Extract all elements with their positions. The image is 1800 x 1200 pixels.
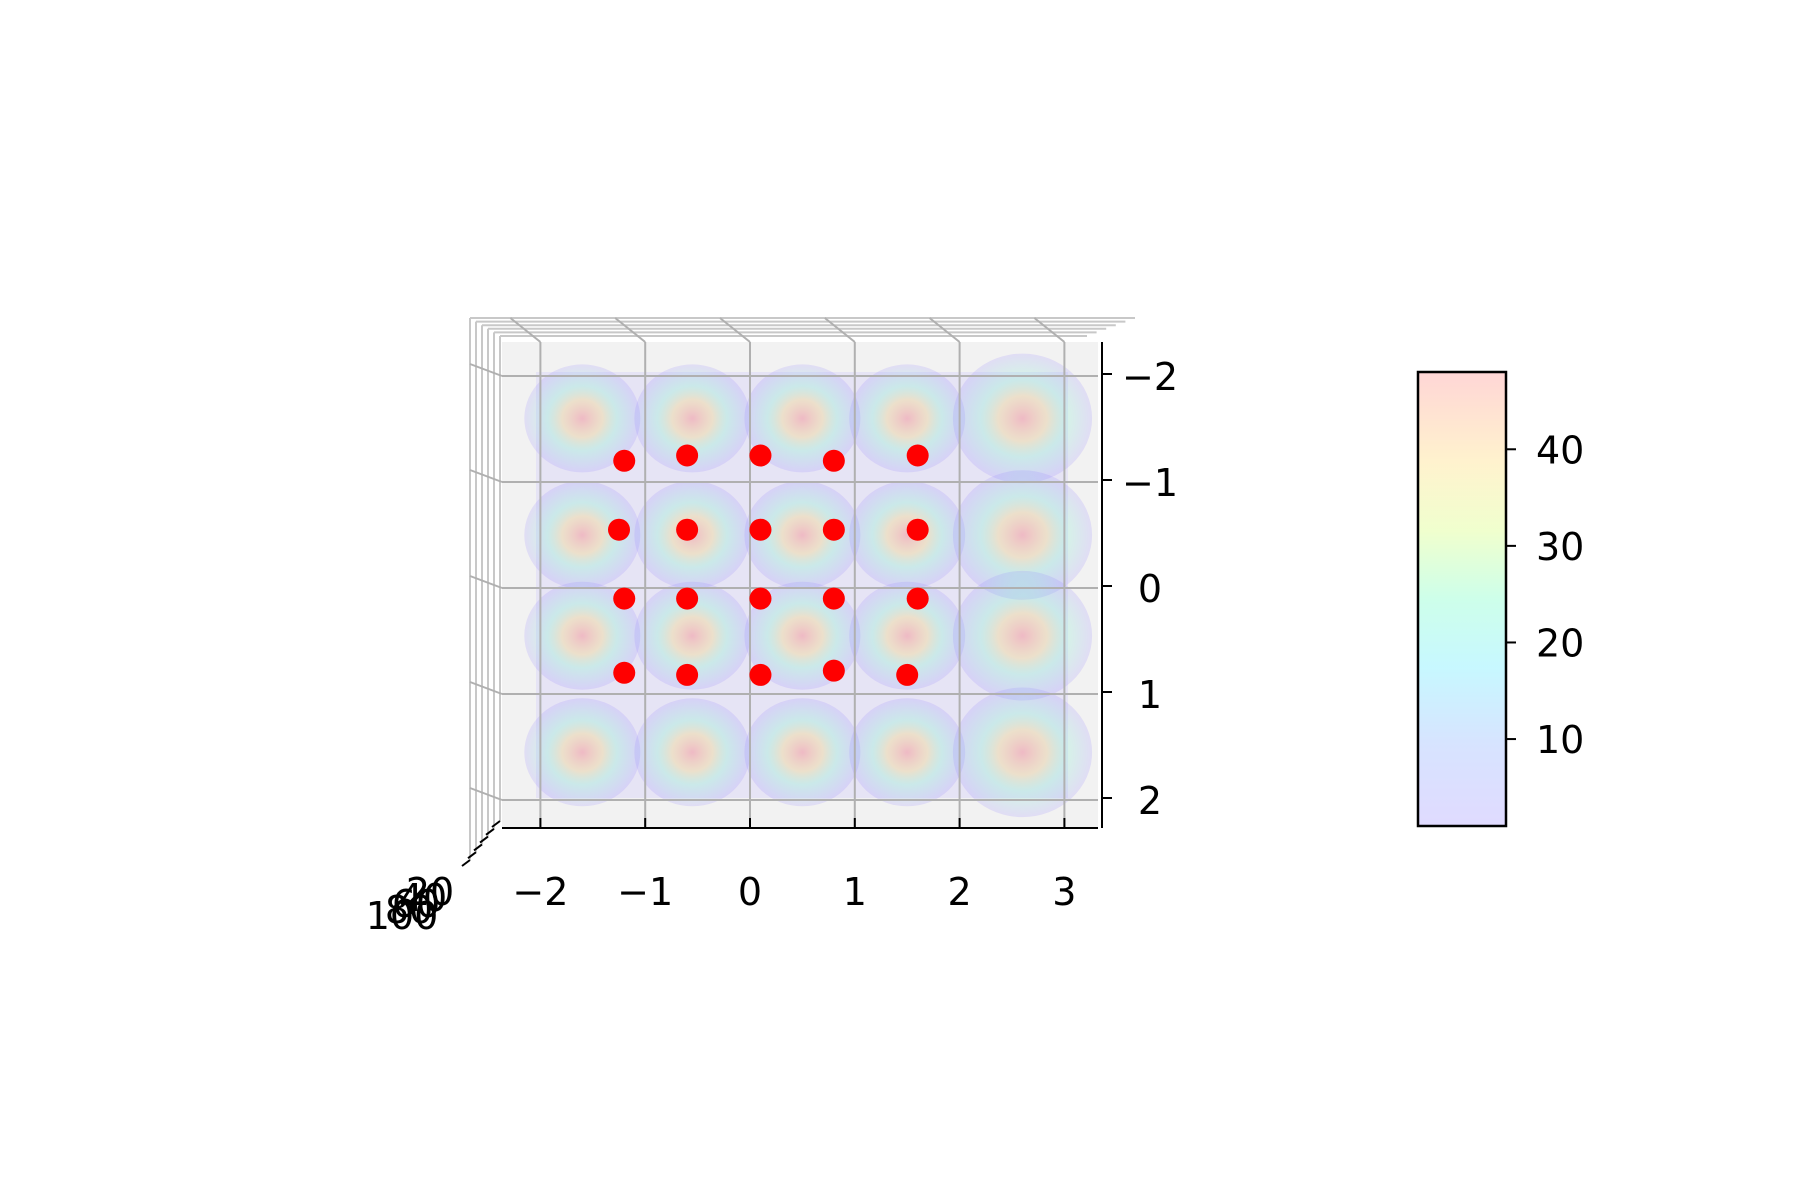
data-point: [676, 587, 699, 610]
surface-peak: [524, 481, 641, 589]
data-point: [749, 444, 772, 467]
colorbar-frame: [1416, 370, 1508, 828]
surface-peak: [849, 581, 966, 690]
z-tick: [491, 820, 501, 828]
surface-plot: [524, 353, 1093, 818]
x-tick-label: 1: [843, 870, 867, 914]
x-gridline-back: [614, 317, 646, 343]
surface-peak: [952, 470, 1093, 600]
x-tick-label: −2: [512, 870, 568, 914]
data-point: [608, 518, 630, 541]
surface-peak: [744, 364, 861, 473]
surface-peak: [524, 581, 641, 690]
data-point: [749, 587, 772, 610]
data-point: [749, 663, 772, 686]
z-tick: [461, 859, 471, 867]
colorbar-fill: [1418, 372, 1506, 826]
data-point: [896, 663, 919, 686]
grid-lines: [469, 317, 1098, 828]
data-point: [676, 444, 699, 467]
surface-peak: [744, 698, 861, 807]
y-tick-label: 0: [1138, 567, 1162, 611]
z-tick: [473, 843, 483, 852]
data-point: [906, 587, 929, 610]
data-point: [822, 587, 845, 610]
surface-peak: [634, 698, 751, 807]
colorbar-tick-label: 20: [1536, 621, 1584, 665]
x-gridline-back: [928, 317, 961, 343]
surface-peak: [849, 698, 966, 807]
y-gridline-side: [469, 787, 503, 801]
surface-peak: [524, 698, 641, 807]
data-point: [906, 518, 929, 541]
data-point: [613, 661, 636, 684]
x-tick-label: 0: [738, 870, 762, 914]
y-tick-label: −1: [1122, 461, 1178, 505]
x-tick-label: 3: [1052, 870, 1076, 914]
x-gridline-back: [824, 317, 856, 343]
x-tick-label: −1: [617, 870, 673, 914]
y-tick-label: 1: [1138, 673, 1162, 717]
surface-peak: [849, 364, 966, 473]
surface-peak: [952, 687, 1093, 818]
z-tick: [467, 851, 477, 860]
z-tick: [485, 827, 495, 836]
x-tick-label: 2: [948, 870, 972, 914]
data-point: [613, 587, 636, 610]
colorbar: 10 20 30 40: [1416, 370, 1584, 828]
z-tick-label: 20: [406, 870, 454, 914]
x-gridline-back: [719, 317, 751, 343]
data-point: [676, 518, 699, 541]
data-point: [676, 663, 699, 686]
x-gridline-back: [509, 317, 542, 343]
surface-peak: [952, 570, 1093, 701]
z-tick-label: 60: [392, 882, 440, 926]
colorbar-tick-label: 10: [1536, 718, 1584, 762]
colorbar-tick-label: 40: [1536, 428, 1584, 472]
surface-peak: [849, 481, 966, 589]
y-gridline-side: [469, 681, 503, 695]
z-tick-label: 40: [399, 876, 447, 920]
surface-peak: [634, 364, 751, 473]
data-point: [822, 449, 845, 472]
z-tick-label: 80: [385, 888, 433, 932]
data-point: [906, 444, 929, 467]
y-gridline-side: [469, 469, 503, 483]
y-tick-label: −2: [1122, 355, 1178, 399]
x-gridline-back: [1033, 317, 1066, 343]
y-gridline-side: [469, 575, 503, 589]
surface-peak: [634, 581, 751, 690]
scatter-points: [608, 444, 929, 686]
data-point: [822, 518, 845, 541]
y-tick-label: 2: [1138, 779, 1162, 823]
z-tick-label: 100: [366, 894, 439, 938]
colorbar-tick-label: 30: [1536, 525, 1584, 569]
y-gridline-side: [469, 363, 503, 377]
data-point: [749, 518, 772, 541]
surface-peak: [952, 353, 1093, 484]
z-tick: [479, 835, 489, 844]
surface-peak: [524, 364, 641, 473]
data-point: [822, 659, 845, 682]
surface-peak: [744, 481, 861, 589]
data-point: [613, 449, 636, 472]
